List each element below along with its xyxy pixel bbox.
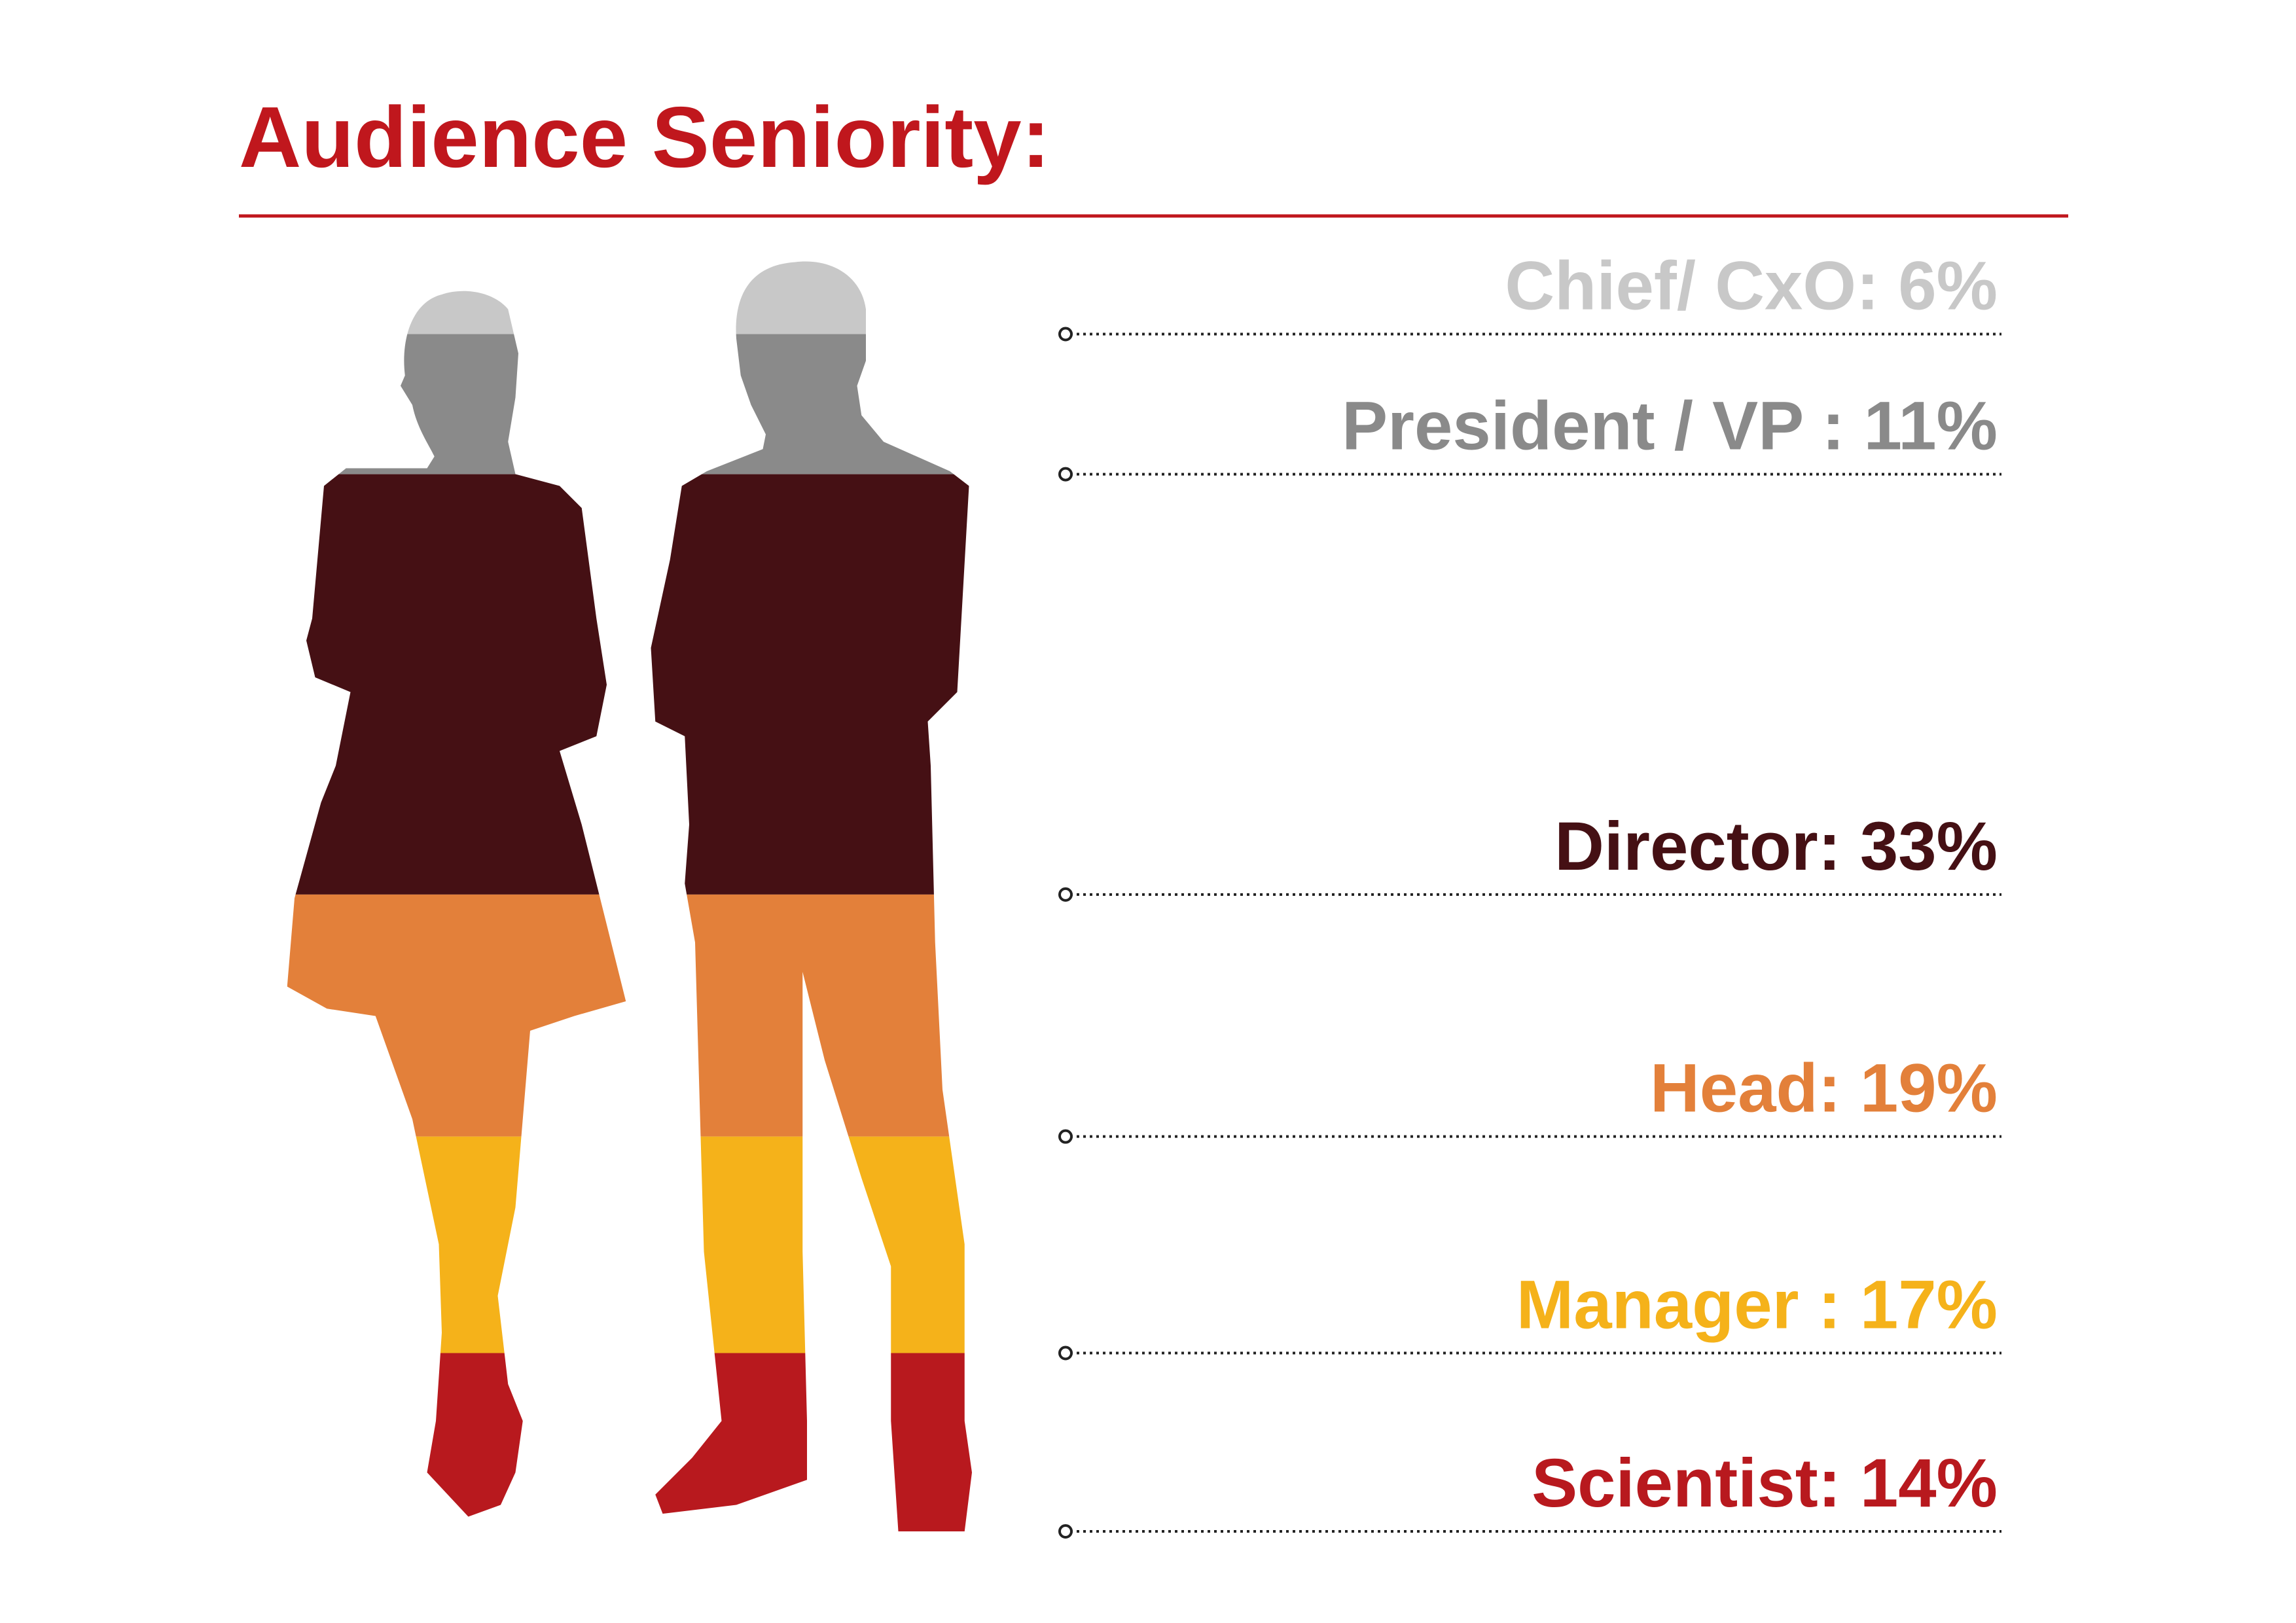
segment — [287, 1136, 972, 1353]
segment-label: Head: 19% — [1650, 1050, 1998, 1127]
leader-dot — [1058, 1524, 1073, 1539]
leader-dot — [1058, 1346, 1073, 1361]
leader-dot — [1058, 887, 1073, 902]
segment — [287, 1353, 972, 1531]
leader-dot — [1058, 327, 1073, 342]
segment-label: President / VP : 11% — [1342, 388, 1998, 465]
silhouettes — [287, 261, 972, 1531]
segment — [287, 261, 972, 334]
segment-label: Chief/ CxO: 6% — [1505, 248, 1998, 325]
segment — [287, 474, 972, 895]
segment — [287, 894, 972, 1137]
segment-label: Manager : 17% — [1516, 1267, 1998, 1344]
leader-dot — [1058, 1129, 1073, 1144]
leader-dot — [1058, 467, 1073, 482]
chart-title: Audience Seniority: — [239, 89, 1050, 185]
segment — [287, 334, 972, 474]
segment-label: Scientist: 14% — [1532, 1445, 1998, 1522]
segment-label: Director: 33% — [1554, 808, 1998, 885]
